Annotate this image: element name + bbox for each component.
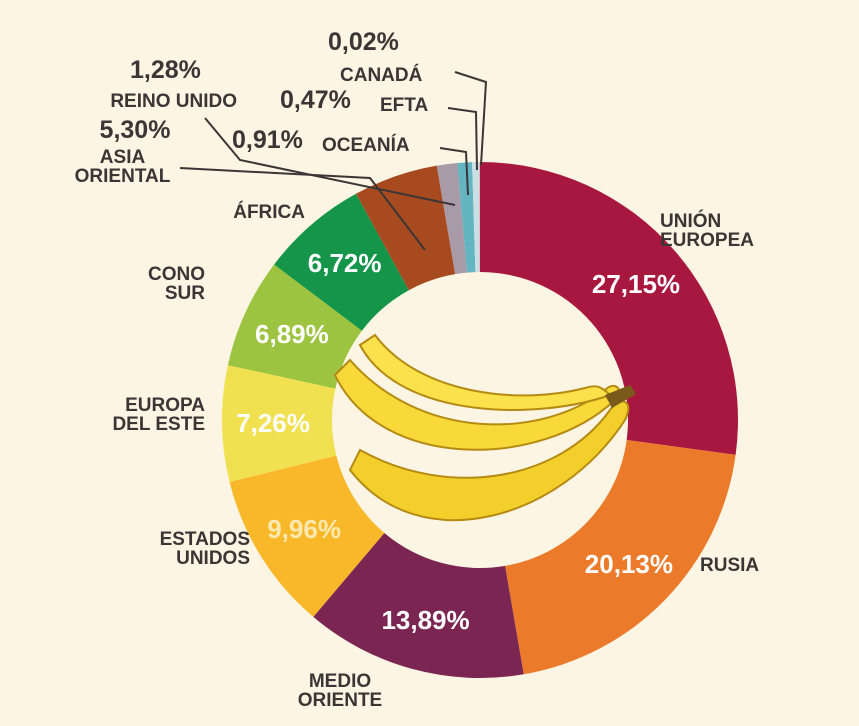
value-label: 20,13%	[584, 548, 673, 579]
category-label: MEDIO ORIENTE	[297, 671, 383, 711]
donut-slice	[457, 162, 476, 273]
value-label: 13,89%	[381, 604, 470, 635]
banana-illustration	[333, 333, 636, 522]
donut-slice	[313, 532, 524, 678]
leader-line	[447, 107, 478, 171]
category-label: EUROPA DEL ESTE	[112, 395, 205, 435]
value-label: 6,89%	[255, 318, 329, 349]
donut-slice	[436, 162, 467, 275]
value-label: 1,28%	[130, 56, 201, 84]
donut-slice	[227, 264, 362, 389]
donut-slice	[480, 162, 738, 455]
category-label: CONO SUR	[148, 264, 205, 304]
leader-lines	[179, 71, 488, 251]
leader-line	[204, 117, 456, 206]
leader-line	[439, 147, 469, 196]
category-label: ASIA ORIENTAL	[74, 147, 171, 187]
value-label: 6,72%	[307, 248, 382, 279]
donut-slice	[274, 193, 409, 331]
donut-slice	[222, 365, 337, 482]
category-label: REINO UNIDO	[110, 91, 237, 112]
donut-slice	[355, 165, 456, 291]
category-label: ESTADOS UNIDOS	[159, 529, 250, 569]
value-label: 7,26%	[236, 407, 310, 438]
donut-slice	[229, 455, 385, 617]
category-label: ÁFRICA	[233, 202, 305, 223]
category-label: CANADÁ	[340, 65, 423, 86]
leader-line	[454, 71, 488, 166]
category-label: UNIÓN EUROPEA	[660, 211, 754, 251]
value-label: 27,15%	[591, 268, 681, 299]
value-label: 9,96%	[267, 514, 341, 545]
value-label: 5,30%	[99, 116, 171, 144]
leader-line	[179, 167, 426, 251]
category-label: OCEANÍA	[322, 135, 410, 156]
category-label: RUSIA	[700, 555, 760, 576]
value-label: 0,02%	[328, 28, 399, 56]
donut-slice	[472, 162, 480, 273]
donut	[222, 162, 738, 678]
value-label: 0,47%	[280, 86, 351, 114]
donut-slice	[505, 439, 736, 675]
value-label: 0,91%	[232, 126, 303, 154]
category-label: EFTA	[380, 95, 429, 116]
